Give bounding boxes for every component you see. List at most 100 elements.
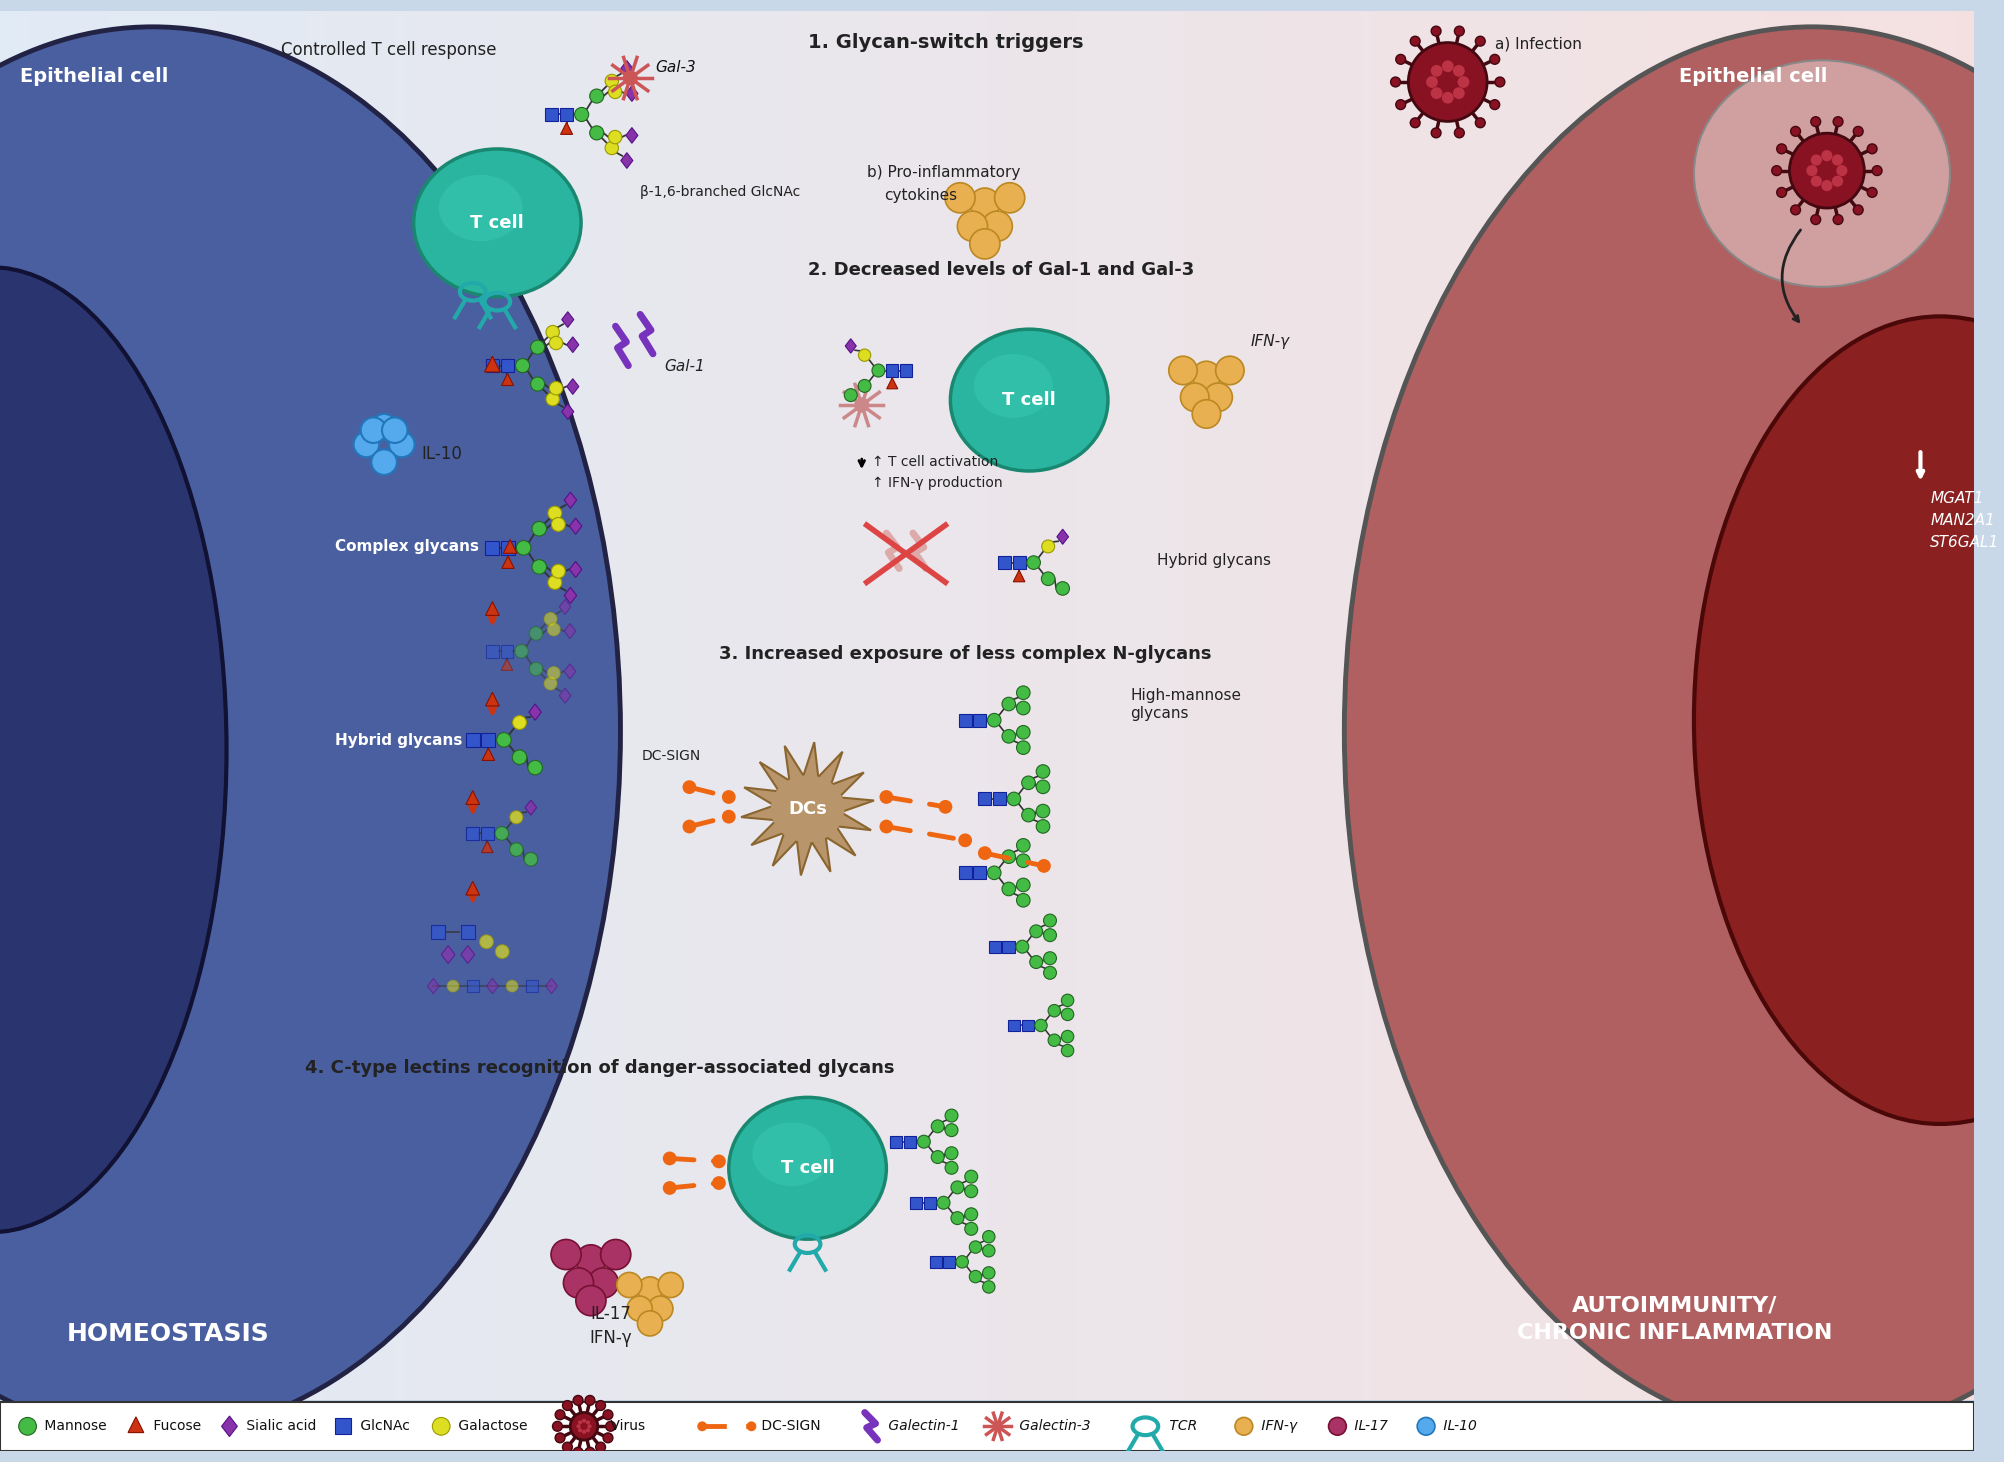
Circle shape xyxy=(1836,165,1848,177)
Circle shape xyxy=(573,1447,583,1458)
Bar xyxy=(1046,12,1056,1399)
Bar xyxy=(691,12,701,1399)
Circle shape xyxy=(545,326,559,339)
Ellipse shape xyxy=(950,329,1108,471)
Ellipse shape xyxy=(974,354,1052,418)
Bar xyxy=(1194,12,1204,1399)
Text: ↑ T cell activation: ↑ T cell activation xyxy=(872,455,998,469)
Text: 2. Decreased levels of Gal-1 and Gal-3: 2. Decreased levels of Gal-1 and Gal-3 xyxy=(808,262,1194,279)
Circle shape xyxy=(545,613,557,626)
Bar xyxy=(621,12,633,1399)
Circle shape xyxy=(555,1409,565,1420)
Polygon shape xyxy=(427,978,439,994)
Text: T cell: T cell xyxy=(1002,392,1056,409)
Text: T cell: T cell xyxy=(782,1159,834,1177)
Text: Epithelial cell: Epithelial cell xyxy=(1679,67,1828,86)
Circle shape xyxy=(433,1418,451,1436)
Circle shape xyxy=(880,820,894,833)
Polygon shape xyxy=(465,791,479,804)
Polygon shape xyxy=(465,882,479,895)
Bar xyxy=(461,925,475,939)
Bar xyxy=(1313,12,1323,1399)
Polygon shape xyxy=(565,588,577,604)
Bar xyxy=(246,12,259,1399)
Circle shape xyxy=(547,667,561,680)
Bar xyxy=(978,792,992,806)
Bar xyxy=(898,12,910,1399)
Polygon shape xyxy=(621,60,633,76)
Circle shape xyxy=(1048,1004,1060,1018)
Circle shape xyxy=(531,341,545,354)
Text: Galactose: Galactose xyxy=(455,1420,527,1433)
Circle shape xyxy=(657,1272,683,1298)
Circle shape xyxy=(1395,54,1405,64)
Polygon shape xyxy=(501,373,513,386)
Polygon shape xyxy=(501,659,513,671)
Circle shape xyxy=(982,1281,996,1294)
Text: TCR: TCR xyxy=(1164,1420,1196,1433)
Circle shape xyxy=(1409,42,1487,121)
Circle shape xyxy=(663,1181,677,1194)
Bar xyxy=(553,12,563,1399)
Bar xyxy=(1371,12,1383,1399)
Bar xyxy=(467,980,479,993)
Bar xyxy=(974,867,986,879)
Circle shape xyxy=(1234,1418,1252,1436)
Circle shape xyxy=(1489,99,1499,110)
Text: IL-17: IL-17 xyxy=(1351,1420,1389,1433)
Bar xyxy=(196,12,208,1399)
Circle shape xyxy=(553,1421,563,1431)
Bar xyxy=(1214,12,1224,1399)
Bar xyxy=(878,12,890,1399)
Circle shape xyxy=(531,560,547,575)
Ellipse shape xyxy=(729,1098,886,1240)
Circle shape xyxy=(970,189,1000,218)
Bar xyxy=(1174,12,1184,1399)
Circle shape xyxy=(1002,882,1016,896)
Bar xyxy=(974,713,986,727)
Bar xyxy=(463,12,475,1399)
Bar xyxy=(1363,12,1373,1399)
Polygon shape xyxy=(481,841,493,852)
Circle shape xyxy=(1441,92,1453,104)
Circle shape xyxy=(545,392,559,406)
Circle shape xyxy=(1192,361,1220,390)
Bar xyxy=(601,12,613,1399)
Bar xyxy=(525,980,537,993)
Circle shape xyxy=(721,810,735,823)
Bar xyxy=(206,12,218,1399)
Circle shape xyxy=(711,1155,725,1168)
Circle shape xyxy=(1042,572,1054,585)
Circle shape xyxy=(529,662,543,675)
Bar xyxy=(68,12,80,1399)
Polygon shape xyxy=(561,123,573,135)
Circle shape xyxy=(1062,1009,1074,1020)
Bar xyxy=(345,12,357,1399)
Bar xyxy=(1323,12,1333,1399)
Circle shape xyxy=(1062,1031,1074,1042)
Bar xyxy=(1431,12,1441,1399)
Bar xyxy=(729,12,741,1399)
Circle shape xyxy=(603,1409,613,1420)
Circle shape xyxy=(1022,776,1036,789)
Bar xyxy=(467,827,479,839)
Bar xyxy=(481,732,495,747)
Text: IFN-γ: IFN-γ xyxy=(1250,333,1291,349)
Bar xyxy=(820,12,830,1399)
Circle shape xyxy=(1036,820,1050,833)
Circle shape xyxy=(513,750,527,765)
Bar xyxy=(30,12,40,1399)
Polygon shape xyxy=(625,127,637,143)
Polygon shape xyxy=(741,743,874,876)
Circle shape xyxy=(361,418,387,443)
Bar xyxy=(611,12,623,1399)
Bar xyxy=(1056,12,1066,1399)
Bar xyxy=(1381,12,1393,1399)
Circle shape xyxy=(970,230,1000,259)
Bar xyxy=(1904,12,1916,1399)
Bar xyxy=(1836,12,1846,1399)
Bar xyxy=(1599,12,1609,1399)
Circle shape xyxy=(587,1424,591,1428)
Circle shape xyxy=(549,382,563,395)
Text: Mannose: Mannose xyxy=(40,1420,106,1433)
